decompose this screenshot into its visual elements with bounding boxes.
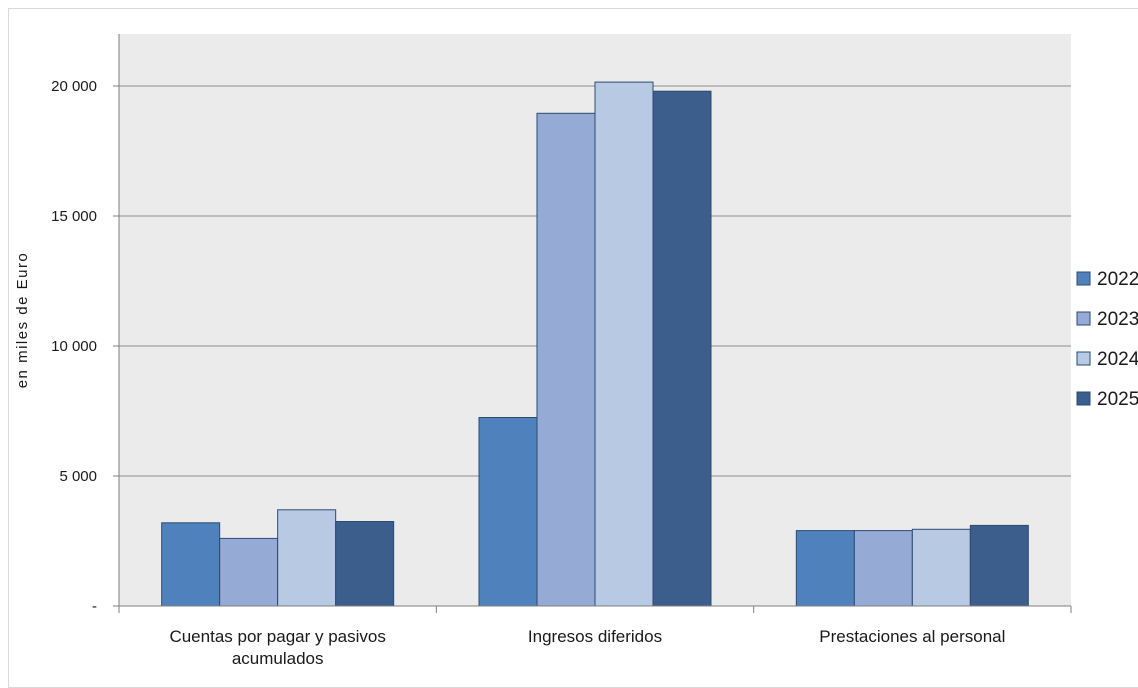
bar-2024 [594, 81, 654, 607]
bar-2022 [478, 417, 538, 607]
y-tick-label: 5 000 [59, 468, 97, 485]
legend: 2022 2023 2024 2025 [1076, 269, 1138, 410]
bar-2023 [853, 530, 913, 607]
legend-label-2022: 2022 [1097, 269, 1138, 290]
legend-swatch-2025 [1076, 391, 1091, 406]
bar-2025 [335, 521, 395, 607]
legend-label-2023: 2023 [1097, 309, 1138, 330]
x-category-label: acumulados [232, 649, 324, 668]
bar-2025 [652, 90, 712, 607]
chart-frame: - 5 000 10 000 15 000 20 000 Cuentas por paga… [8, 8, 1138, 688]
y-axis-title: en miles de Euro [14, 252, 31, 389]
y-tick-label: 20 000 [51, 78, 97, 95]
y-tick-label: 10 000 [51, 338, 97, 355]
bar-2023 [536, 112, 596, 607]
bar-chart: - 5 000 10 000 15 000 20 000 Cuentas por paga… [14, 34, 1138, 668]
axes: - 5 000 10 000 15 000 20 000 Cuentas por paga… [51, 34, 1072, 668]
bar-2023 [219, 537, 279, 607]
legend-swatch-2024 [1076, 351, 1091, 366]
bar-2024 [277, 509, 337, 607]
y-tick-label: - [92, 598, 97, 615]
legend-swatch-2023 [1076, 311, 1091, 326]
legend-label-2025: 2025 [1097, 389, 1138, 410]
bar-2024 [911, 528, 971, 607]
x-category-label: Prestaciones al personal [819, 627, 1005, 646]
x-category-label: Cuentas por pagar y pasivos [169, 627, 385, 646]
bar-2025 [969, 524, 1029, 607]
legend-label-2024: 2024 [1097, 349, 1138, 370]
bar-2022 [795, 530, 855, 607]
y-tick-label: 15 000 [51, 208, 97, 225]
bars [161, 81, 1029, 607]
bar-2022 [161, 522, 221, 607]
x-category-label: Ingresos diferidos [528, 627, 662, 646]
legend-swatch-2022 [1076, 271, 1091, 286]
